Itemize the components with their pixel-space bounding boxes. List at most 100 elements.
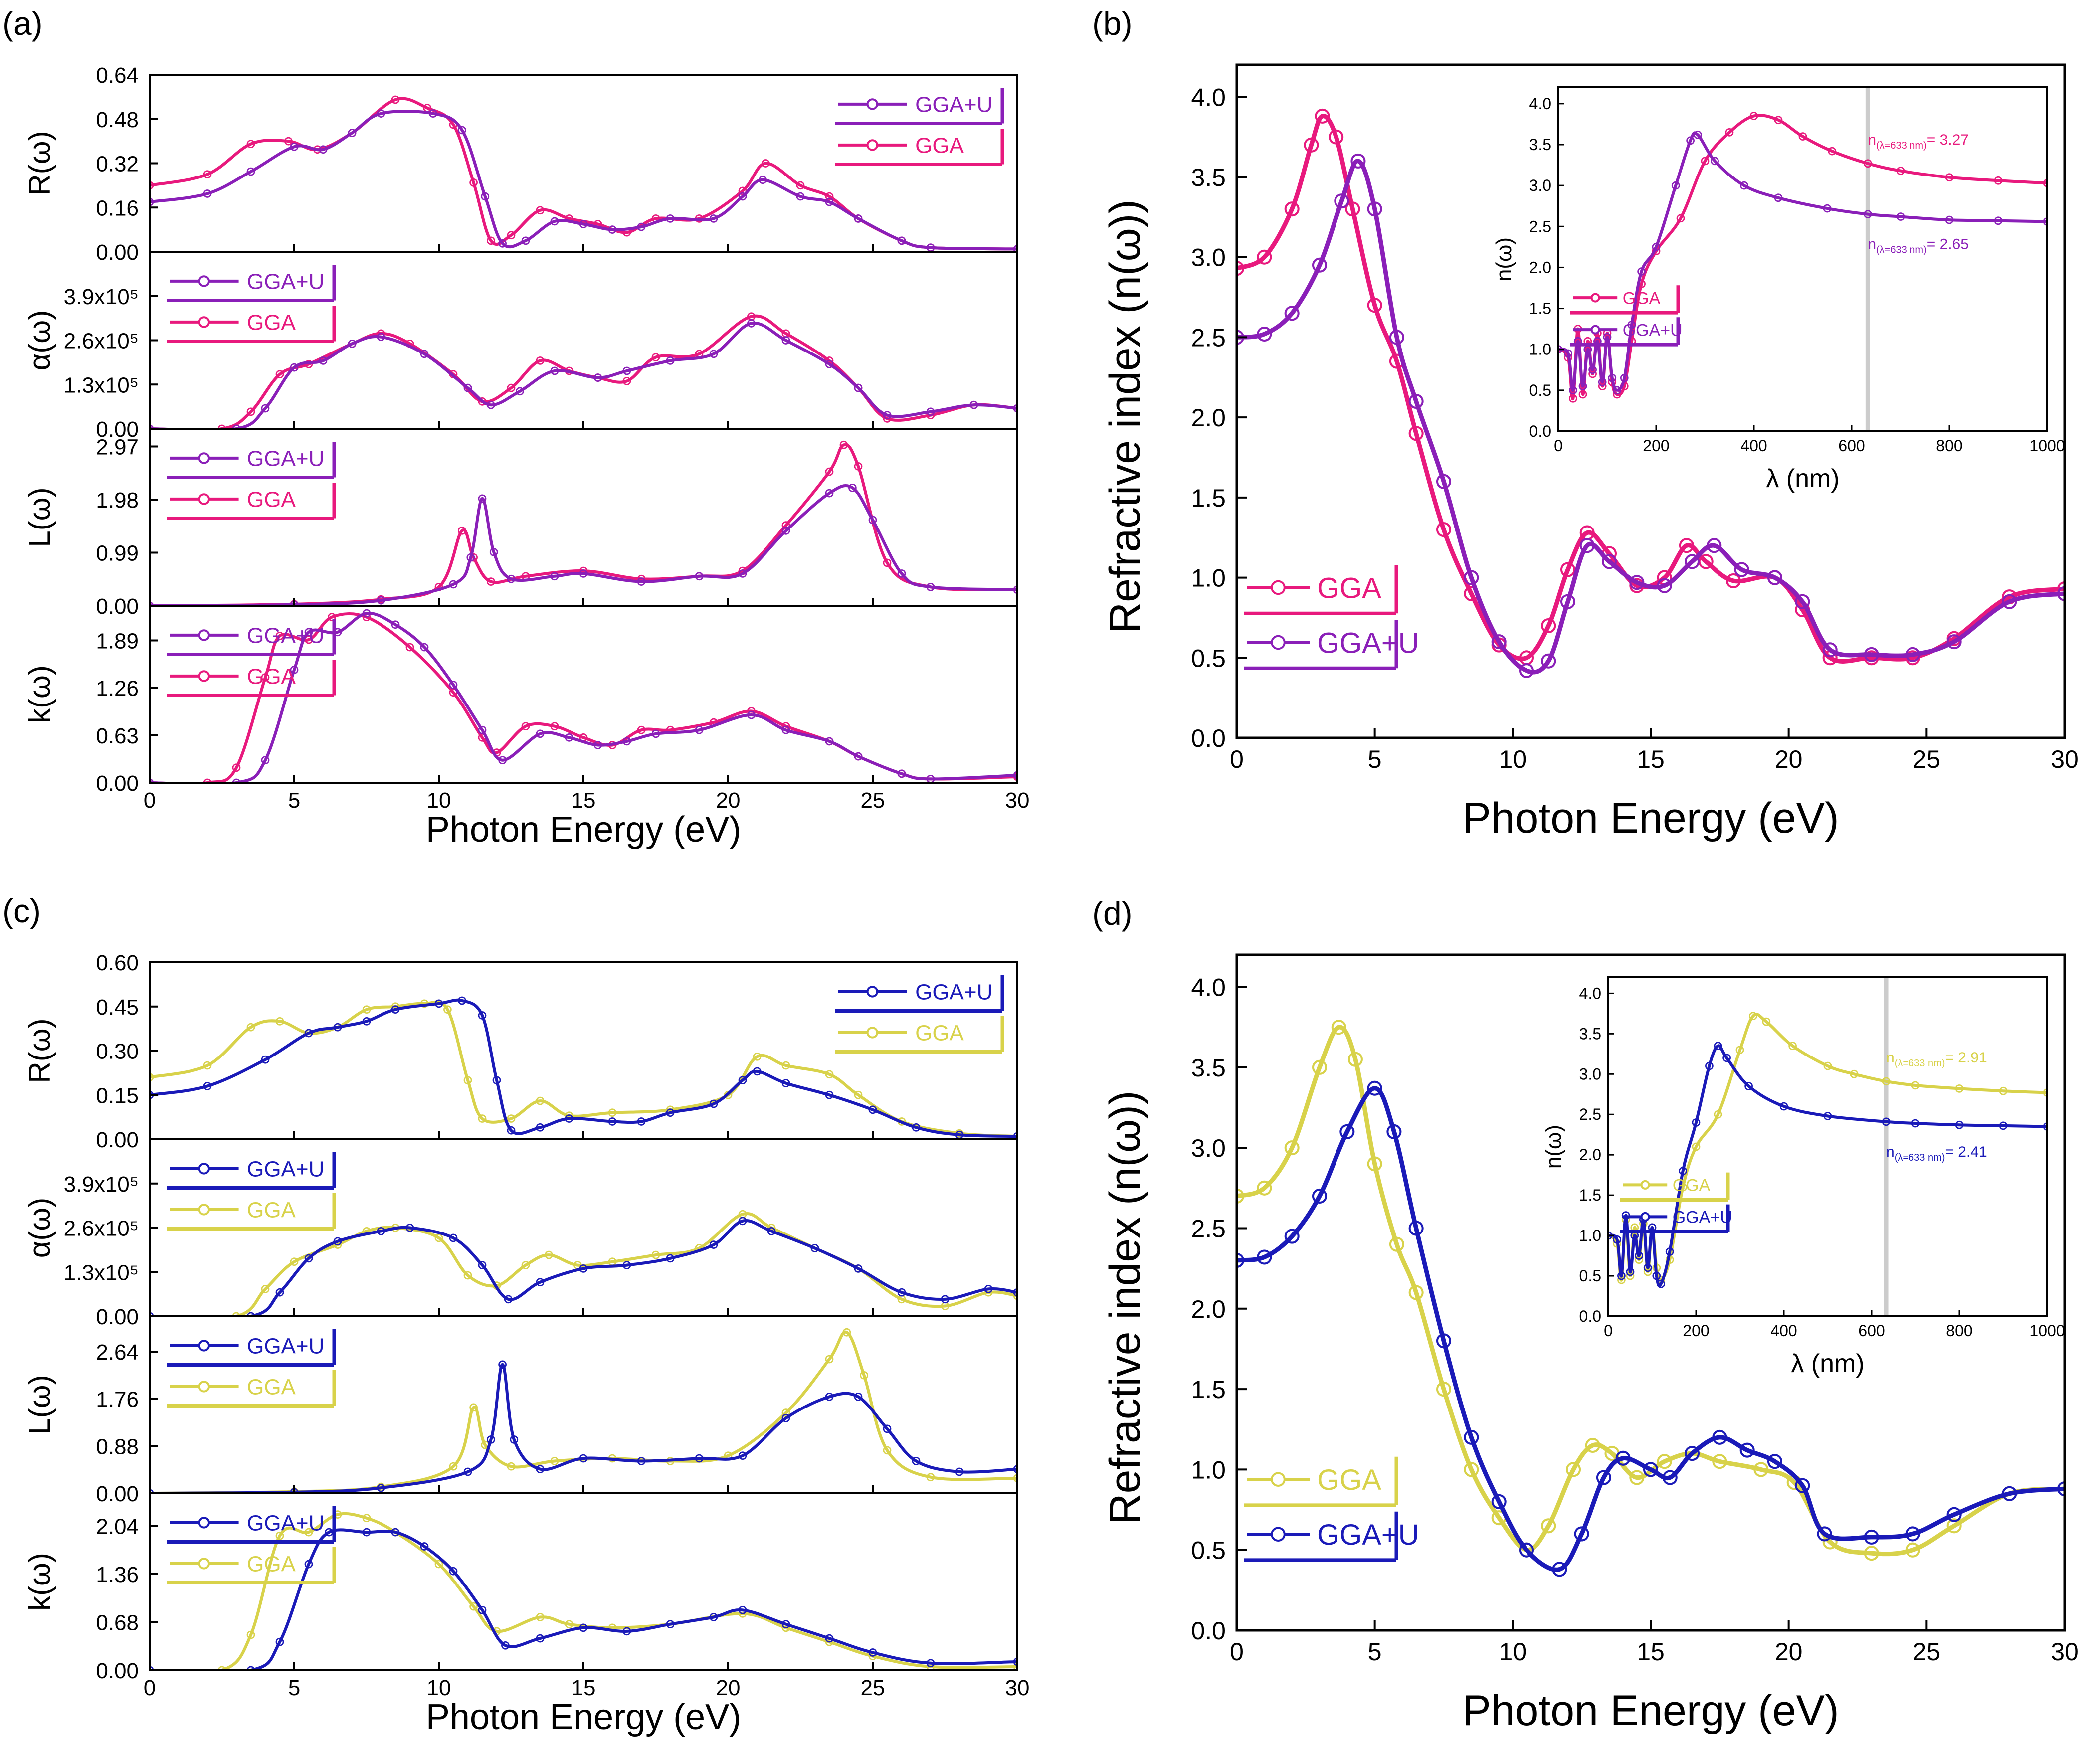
data-point (1652, 243, 1661, 251)
data-point (478, 1605, 487, 1614)
inset-annotation: n(λ=633 nm)= 2.41 (1886, 1144, 1987, 1163)
series-line-ggaplusu (150, 1528, 1017, 1670)
data-point (478, 1011, 487, 1020)
data-point (1312, 1188, 1328, 1204)
data-point (2043, 217, 2047, 226)
data-point (738, 1217, 747, 1226)
data-point (825, 489, 834, 498)
y-tick-label: 2.6x10⁵ (64, 329, 139, 353)
data-point (883, 1446, 892, 1455)
data-point (781, 527, 790, 535)
data-point (510, 1435, 519, 1444)
data-point (781, 1061, 790, 1070)
data-point (1692, 1118, 1701, 1127)
data-point (536, 1613, 545, 1621)
data-point (1464, 570, 1479, 585)
data-point (275, 370, 284, 379)
data-point (1596, 1470, 1611, 1485)
legend-marker (1271, 1527, 1286, 1542)
y-tick-label: 2.5 (1191, 324, 1226, 352)
series-line-ggaplusu (150, 1363, 1017, 1493)
plot-area (1237, 108, 2065, 679)
data-point (825, 737, 834, 746)
data-point (203, 1061, 212, 1070)
data-point (377, 1227, 385, 1235)
data-point (579, 1264, 588, 1273)
data-point (1519, 1542, 1534, 1558)
annotation-subscript: (λ=633 nm) (1895, 1152, 1945, 1163)
plot-area (150, 609, 1017, 783)
data-point (377, 1483, 385, 1492)
data-point (868, 1105, 877, 1114)
data-point (1436, 1333, 1452, 1349)
data-point (1627, 321, 1636, 329)
data-point (550, 217, 559, 226)
data-point (926, 1659, 935, 1668)
data-point (434, 1233, 443, 1242)
data-point (319, 356, 328, 365)
inset-x-tick-label: 400 (1770, 1322, 1797, 1340)
data-point (1795, 1478, 1810, 1493)
y-tick-label: 0.00 (96, 417, 139, 442)
inset-x-axis-label: λ (nm) (1791, 1349, 1864, 1378)
data-point (651, 353, 660, 361)
legend-marker (1640, 1180, 1650, 1190)
data-point (738, 192, 747, 201)
data-point (1329, 129, 1344, 145)
x-tick-label: 15 (572, 788, 596, 813)
data-point (637, 1117, 646, 1126)
panel-c: (c) 0.00 0.15 0.30 0.45 0.60 R(ω) GGA+U GGA 0.00 1… (2, 892, 1029, 1737)
data-point (275, 632, 284, 640)
data-point (1491, 1494, 1507, 1509)
inset-x-tick-label: 600 (1858, 1322, 1885, 1340)
data-point (1679, 538, 1694, 553)
data-point (1795, 594, 1810, 609)
series-line-ggaplusu (150, 484, 1017, 606)
legend-label: GGA+U (1623, 321, 1683, 340)
data-point (1684, 554, 1700, 569)
data-point (232, 424, 241, 429)
data-point (246, 1312, 255, 1316)
legend-label: GGA (1317, 1464, 1381, 1496)
data-point (1541, 1518, 1556, 1534)
legend-marker (198, 1517, 210, 1529)
data-point (232, 763, 241, 772)
data-point (666, 356, 675, 365)
data-point (1588, 365, 1597, 374)
y-tick-label: 3.5 (1191, 1054, 1226, 1082)
y-axis-label: k(ω) (23, 1553, 56, 1611)
data-point (1712, 1429, 1727, 1445)
legend-marker (198, 1204, 210, 1216)
data-point (1237, 1252, 1245, 1268)
data-point (1013, 245, 1017, 252)
data-point (469, 1602, 478, 1611)
inset-x-tick-label: 800 (1936, 437, 1962, 455)
data-point (489, 548, 498, 556)
data-point (478, 1261, 487, 1269)
y-tick-label: 0.30 (96, 1040, 139, 1064)
data-point (868, 516, 877, 525)
series-line-ggaplusu (150, 321, 1017, 429)
data-point (487, 1435, 495, 1444)
data-point (290, 142, 299, 151)
data-point (1013, 1465, 1017, 1473)
y-tick-label: 2.64 (96, 1340, 139, 1365)
series-line-gga (1558, 114, 2047, 400)
series-line-ggaplusu (150, 1219, 1017, 1316)
data-point (550, 366, 559, 375)
inset-y-tick-label: 0.5 (1579, 1267, 1601, 1285)
data-point (377, 596, 385, 605)
x-tick-label: 30 (1005, 788, 1030, 813)
data-point (1882, 1077, 1891, 1086)
annotation-prefix: n (1886, 1050, 1895, 1066)
data-point (565, 1620, 573, 1629)
data-point (1257, 1180, 1272, 1196)
data-point (781, 1408, 790, 1417)
data-point (1945, 173, 1954, 182)
y-tick-label: 0.00 (96, 1659, 139, 1683)
data-point (487, 236, 495, 245)
y-axis-label: R(ω) (23, 131, 56, 195)
data-point (304, 628, 313, 637)
data-point (637, 725, 646, 734)
data-point (333, 1237, 342, 1246)
